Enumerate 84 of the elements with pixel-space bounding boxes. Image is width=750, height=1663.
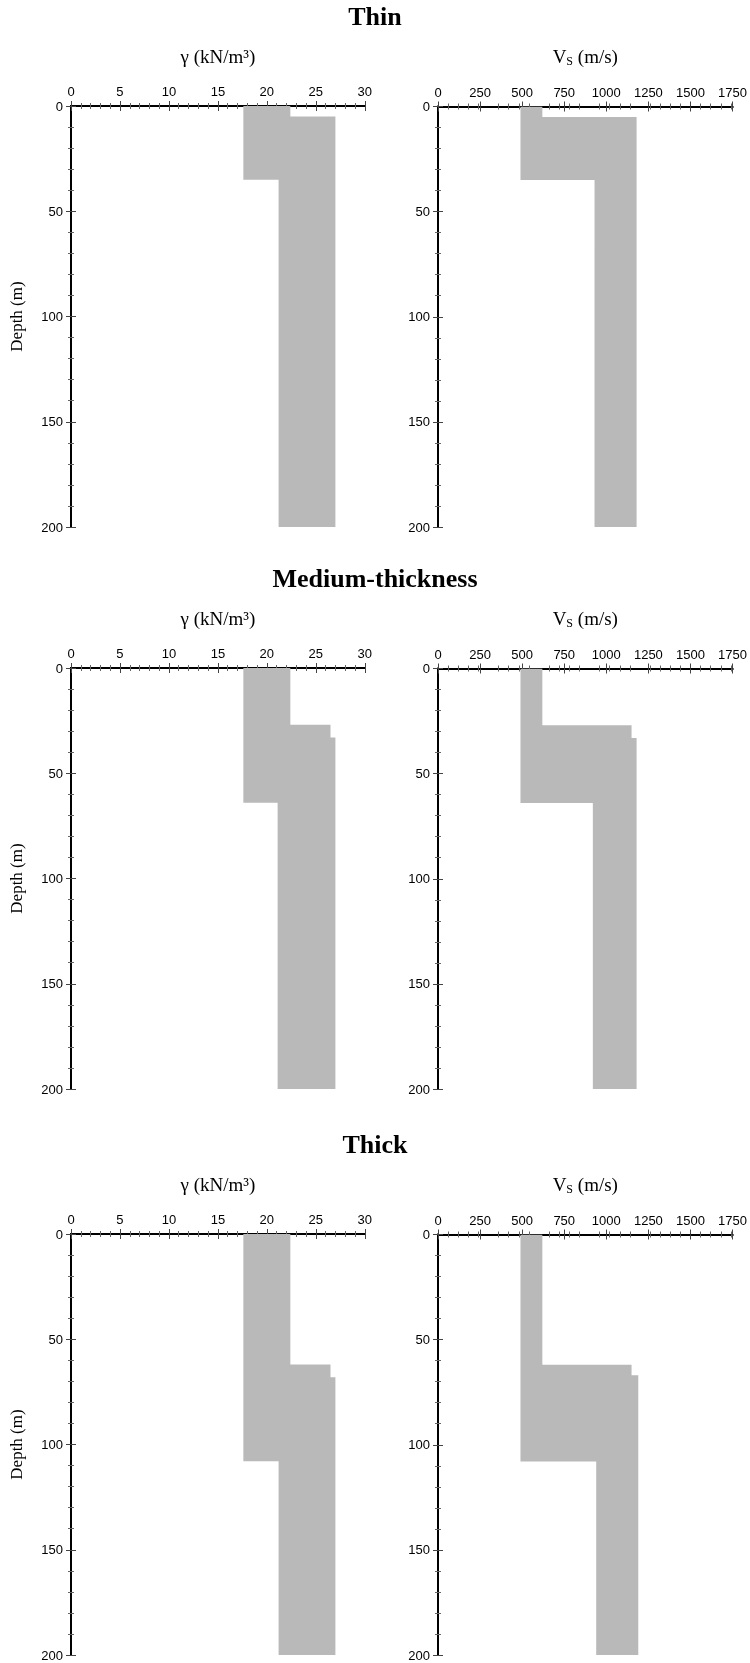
x-axis-title: γ (kN/m³) [179,608,256,630]
y-tick-label: 150 [41,976,63,992]
y-tick-label: 0 [422,1227,430,1242]
x-tick-label: 20 [259,1212,275,1227]
y-tick-label: 150 [41,414,63,430]
x-tick-label: 500 [511,1212,534,1228]
x-tick-label: 1750 [718,1212,747,1228]
y-tick-label: 100 [408,309,430,325]
x-tick-label: 750 [553,84,576,100]
y-tick-label: 50 [415,766,430,782]
chart-title: Thin [347,2,403,32]
x-tick-label: 250 [469,84,491,100]
y-tick-label: 200 [408,1647,430,1663]
x-tick-label: 500 [511,84,534,100]
x-tick-label: 1000 [591,84,621,100]
x-tick-label: 25 [308,84,324,99]
x-tick-label: 5 [116,1212,124,1227]
x-tick-label: 5 [116,646,124,661]
x-tick-label: 250 [469,1212,491,1228]
x-tick-label: 30 [357,84,372,99]
y-axis-title: Depth (m) [7,281,26,352]
x-tick-label: 500 [511,646,534,662]
x-tick-label: 20 [259,84,275,99]
x-tick-label: 1500 [676,84,705,100]
y-tick-label: 0 [422,99,430,114]
y-tick-label: 50 [48,203,63,219]
x-tick-label: 15 [210,1212,226,1227]
x-tick-label: 10 [161,1212,177,1227]
y-tick-label: 150 [408,976,430,992]
y-tick-label: 150 [41,1542,63,1558]
x-tick-label: 0 [67,646,75,661]
y-tick-label: 100 [408,871,430,887]
y-tick-label: 100 [41,871,63,886]
y-tick-label: 0 [422,661,430,676]
x-tick-label: 0 [67,1212,75,1227]
x-tick-label: 0 [67,84,75,99]
y-tick-label: 100 [41,1437,63,1452]
x-tick-label: 750 [553,1212,576,1228]
y-tick-label: 200 [41,1081,63,1097]
x-tick-label: 1250 [633,646,663,662]
y-tick-label: 50 [48,765,63,781]
x-tick-label: 1250 [633,1212,663,1228]
y-tick-label: 0 [55,1226,63,1242]
y-axis-title: Depth (m) [7,843,26,914]
x-tick-label: 250 [469,646,491,662]
x-tick-label: 0 [434,84,442,100]
x-tick-label: 0 [434,646,442,662]
y-tick-label: 200 [41,519,63,535]
y-tick-label: 50 [415,204,430,220]
x-tick-label: 30 [357,1212,372,1227]
x-tick-label: 10 [161,84,177,99]
chart-title: Medium-thickness [271,564,479,594]
x-tick-label: 750 [553,646,576,662]
x-tick-label: 1750 [718,646,747,662]
x-tick-label: 1250 [633,84,663,100]
y-tick-label: 200 [408,519,430,535]
x-tick-label: 15 [210,84,226,99]
chart-title: Thick [341,1130,409,1160]
x-tick-label: 10 [161,646,177,661]
y-axis-title: Depth (m) [7,1409,26,1480]
x-tick-label: 5 [116,84,124,99]
x-tick-label: 30 [357,646,372,661]
y-tick-label: 200 [41,1647,63,1663]
x-tick-label: 25 [308,1212,324,1227]
x-tick-label: 1750 [718,84,747,100]
x-tick-label: 20 [259,646,275,661]
y-tick-label: 100 [41,309,63,324]
x-tick-label: 1500 [676,646,705,662]
y-tick-label: 150 [408,1542,430,1558]
x-axis-title: γ (kN/m³) [179,1174,256,1196]
y-tick-label: 0 [55,98,63,114]
x-tick-label: 1500 [676,1212,705,1228]
x-tick-label: 1000 [591,646,621,662]
y-tick-label: 200 [408,1081,430,1097]
y-tick-label: 100 [408,1437,430,1453]
x-axis-title: γ (kN/m³) [179,46,256,68]
y-tick-label: 50 [48,1331,63,1347]
y-tick-label: 150 [408,414,430,430]
x-tick-label: 25 [308,646,324,661]
x-tick-label: 1000 [591,1212,621,1228]
y-tick-label: 50 [415,1332,430,1348]
x-tick-label: 0 [434,1212,442,1228]
y-tick-label: 0 [55,660,63,676]
x-tick-label: 15 [210,646,226,661]
